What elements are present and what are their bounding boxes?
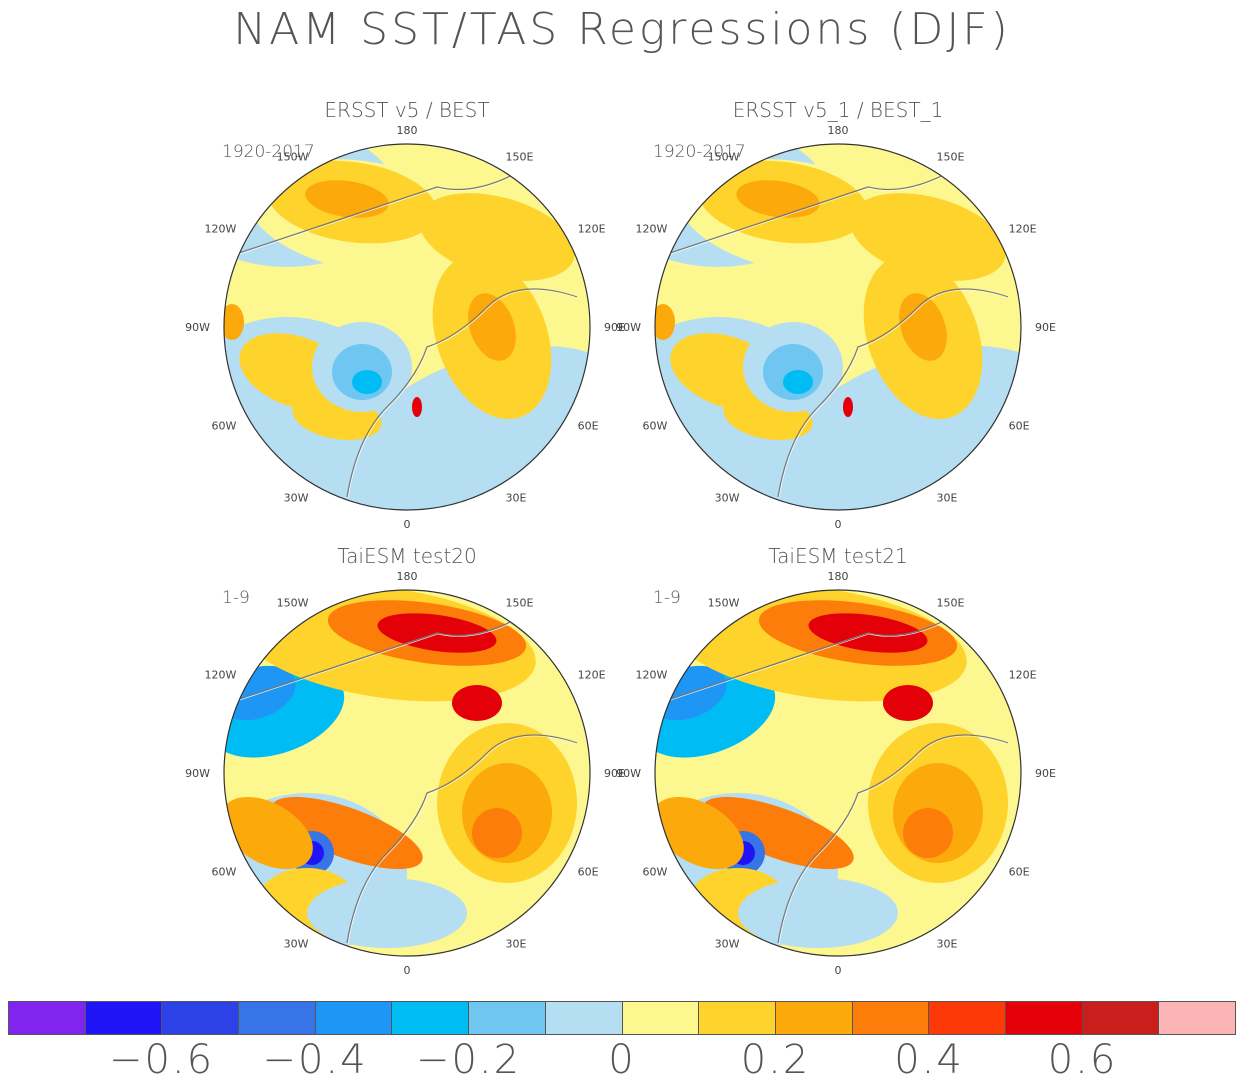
longitude-label: 120E [1009, 669, 1037, 682]
longitude-label: 0 [404, 518, 411, 531]
colorbar-swatch [852, 1002, 930, 1034]
map-boundary [654, 143, 1022, 511]
longitude-label: 150W [277, 150, 309, 163]
map-panel: TaiESM test20 1-9 180 150E 120E 90E 60E 30E 0 30W… [185, 544, 625, 977]
longitude-label: 120E [578, 669, 606, 682]
colorbar-swatch [162, 1002, 240, 1034]
panel-title: ERSST v5 / BEST [324, 98, 489, 122]
colorbar-tick-label: 0.6 [1047, 1037, 1118, 1083]
longitude-label: 120W [636, 669, 668, 682]
longitude-label: 180 [828, 570, 849, 583]
longitude-label: 30E [937, 492, 958, 505]
longitude-label: 120E [578, 223, 606, 236]
map-panel: TaiESM test21 1-9 180 150E 120E 90E 60E 30E 0 30W… [616, 544, 1056, 977]
longitude-label: 180 [397, 124, 418, 137]
colorbar-swatch [1159, 1002, 1235, 1034]
longitude-label: 180 [397, 570, 418, 583]
colorbar-swatch [1082, 1002, 1160, 1034]
colorbar-tick-label: 0.2 [740, 1037, 811, 1083]
map-boundary [654, 589, 1022, 957]
longitude-label: 90E [1035, 767, 1056, 780]
panel-period: 1920-2017 [653, 142, 746, 162]
panel-title: TaiESM test21 [768, 544, 908, 568]
longitude-label: 60W [212, 866, 237, 879]
colorbar-swatch [929, 1002, 1006, 1034]
colorbar-tick-label: −0.6 [108, 1037, 215, 1083]
colorbar-tick-label: 0.4 [894, 1037, 964, 1083]
longitude-label: 0 [835, 964, 842, 977]
panel-period: 1-9 [222, 588, 250, 608]
longitude-label: 120E [1009, 223, 1037, 236]
colorbar-tick-label: 0 [608, 1037, 636, 1083]
colorbar-swatch [469, 1002, 546, 1034]
longitude-label: 60W [212, 420, 237, 433]
longitude-label: 90E [604, 767, 625, 780]
longitude-label: 90E [604, 321, 625, 334]
map-panel: ERSST v5_1 / BEST_1 1920-2017 180 150E 120E 9… [616, 98, 1056, 531]
longitude-label: 150E [937, 150, 965, 163]
longitude-label: 150W [708, 596, 740, 609]
colorbar [8, 1001, 1236, 1035]
colorbar-swatch [315, 1002, 393, 1034]
longitude-label: 30W [715, 938, 740, 951]
longitude-label: 120W [636, 223, 668, 236]
longitude-label: 60E [578, 420, 599, 433]
main-title: NAM SST/TAS Regressions (DJF) [233, 4, 1011, 55]
longitude-label: 30W [284, 492, 309, 505]
longitude-label: 150E [506, 150, 534, 163]
colorbar-swatch [9, 1002, 86, 1034]
colorbar-swatch [622, 1002, 700, 1034]
longitude-label: 60E [1009, 866, 1030, 879]
panel-title: TaiESM test20 [337, 544, 477, 568]
longitude-label: 90W [616, 321, 641, 334]
longitude-label: 30E [506, 938, 527, 951]
longitude-label: 150W [708, 150, 740, 163]
longitude-label: 60E [578, 866, 599, 879]
colorbar-swatch [1005, 1002, 1083, 1034]
colorbar-swatch [85, 1002, 163, 1034]
colorbar-swatch [392, 1002, 470, 1034]
longitude-label: 30W [284, 938, 309, 951]
colorbar-tick-label: −0.4 [262, 1037, 368, 1083]
longitude-label: 60W [643, 866, 668, 879]
longitude-label: 90W [185, 767, 210, 780]
longitude-label: 30E [937, 938, 958, 951]
longitude-label: 60E [1009, 420, 1030, 433]
longitude-label: 90W [185, 321, 210, 334]
longitude-label: 150E [937, 596, 965, 609]
longitude-label: 30E [506, 492, 527, 505]
panel-period: 1-9 [653, 588, 681, 608]
longitude-label: 120W [205, 669, 237, 682]
polar-maps: ERSST v5 / BEST 1920-2017 180 150E 120E 90E 60… [185, 98, 1056, 977]
longitude-label: 90E [1035, 321, 1056, 334]
longitude-label: 0 [404, 964, 411, 977]
panel-title: ERSST v5_1 / BEST_1 [733, 98, 944, 122]
map-boundary [223, 589, 591, 957]
panel-period: 1920-2017 [222, 142, 315, 162]
longitude-label: 120W [205, 223, 237, 236]
map-panel: ERSST v5 / BEST 1920-2017 180 150E 120E 90E 60… [185, 98, 625, 531]
longitude-label: 150E [506, 596, 534, 609]
map-boundary [223, 143, 591, 511]
colorbar-tick-label: −0.2 [415, 1037, 522, 1083]
colorbar-swatch [699, 1002, 776, 1034]
colorbar-swatch [775, 1002, 853, 1034]
longitude-label: 0 [835, 518, 842, 531]
colorbar-swatch [239, 1002, 316, 1034]
longitude-label: 150W [277, 596, 309, 609]
colorbar-swatch [545, 1002, 623, 1034]
longitude-label: 180 [828, 124, 849, 137]
longitude-label: 90W [616, 767, 641, 780]
longitude-label: 30W [715, 492, 740, 505]
longitude-label: 60W [643, 420, 668, 433]
